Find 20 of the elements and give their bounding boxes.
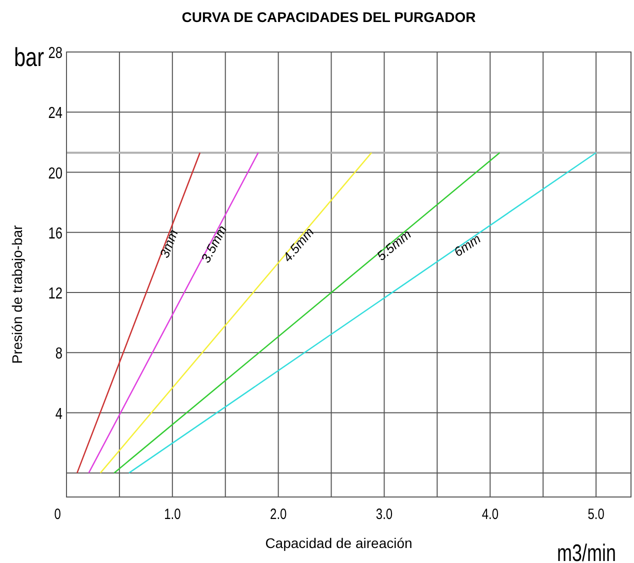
- chart-title: CURVA DE CAPACIDADES DEL PURGADOR: [182, 9, 476, 25]
- y-axis-title: Presión de trabajo-bar: [9, 224, 25, 364]
- text: 6mm: [451, 230, 484, 260]
- y-tick-label: 28: [48, 44, 62, 62]
- text: m3/min: [557, 540, 616, 563]
- x-tick-label: 0: [54, 506, 62, 522]
- x-axis-title: Capacidad de aireación: [265, 535, 412, 551]
- text: 3mm: [156, 227, 182, 260]
- y-tick-label: 12: [48, 285, 62, 303]
- y-tick-label: 8: [55, 345, 62, 364]
- x-tick-label: 5.0: [588, 506, 605, 522]
- x-tick-label: 2.0: [270, 506, 288, 522]
- x-tick-label: 3.0: [376, 506, 394, 522]
- x-tick-label: 4.0: [482, 506, 499, 522]
- y-tick-label: 4: [55, 406, 62, 424]
- y-tick-label: 24: [48, 104, 62, 123]
- x-tick-label: 1.0: [164, 506, 182, 522]
- y-tick-label: 20: [48, 165, 62, 183]
- text: bar: [14, 42, 44, 72]
- y-tick-label: 16: [48, 225, 62, 243]
